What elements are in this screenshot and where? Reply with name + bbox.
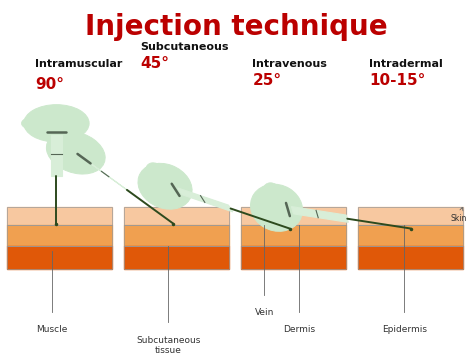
Bar	[241, 246, 346, 269]
Bar	[357, 206, 463, 225]
Bar	[357, 225, 463, 246]
Polygon shape	[178, 188, 233, 212]
Ellipse shape	[46, 131, 105, 174]
Text: Subcutaneous: Subcutaneous	[140, 42, 229, 52]
Ellipse shape	[49, 133, 73, 150]
Bar	[357, 246, 463, 269]
Bar	[124, 246, 229, 269]
Polygon shape	[292, 206, 348, 222]
Bar	[8, 225, 112, 246]
Bar	[8, 246, 112, 269]
Bar	[8, 225, 112, 246]
Bar	[241, 225, 346, 246]
Text: Intramuscular: Intramuscular	[36, 59, 123, 69]
Polygon shape	[51, 135, 62, 176]
Bar	[357, 206, 463, 225]
Text: Subcutaneous
tissue: Subcutaneous tissue	[137, 336, 201, 355]
Text: Skin: Skin	[451, 208, 467, 223]
Bar	[124, 206, 229, 225]
Text: 45°: 45°	[140, 56, 170, 71]
Text: 90°: 90°	[36, 77, 64, 92]
Text: 10-15°: 10-15°	[369, 73, 426, 88]
Text: Intradermal: Intradermal	[369, 59, 443, 69]
Text: Muscle: Muscle	[36, 325, 67, 334]
Text: Epidermis: Epidermis	[382, 325, 427, 334]
Text: Injection technique: Injection technique	[85, 13, 387, 41]
Text: Intravenous: Intravenous	[253, 59, 328, 69]
Ellipse shape	[21, 117, 49, 130]
Text: 25°: 25°	[253, 73, 282, 88]
Bar	[357, 246, 463, 269]
Text: Vein: Vein	[255, 308, 274, 317]
Bar	[8, 246, 112, 269]
Ellipse shape	[263, 183, 282, 203]
Polygon shape	[84, 158, 130, 192]
Ellipse shape	[24, 105, 89, 142]
Bar	[124, 225, 229, 246]
Ellipse shape	[146, 163, 166, 182]
Bar	[124, 206, 229, 225]
Bar	[357, 225, 463, 246]
Bar	[124, 246, 229, 269]
Bar	[241, 246, 346, 269]
Bar	[124, 225, 229, 246]
Ellipse shape	[250, 184, 302, 231]
Bar	[241, 225, 346, 246]
Bar	[241, 206, 346, 225]
Ellipse shape	[138, 163, 192, 209]
Bar	[8, 206, 112, 225]
Text: Dermis: Dermis	[283, 325, 315, 334]
Bar	[241, 206, 346, 225]
Bar	[8, 206, 112, 225]
